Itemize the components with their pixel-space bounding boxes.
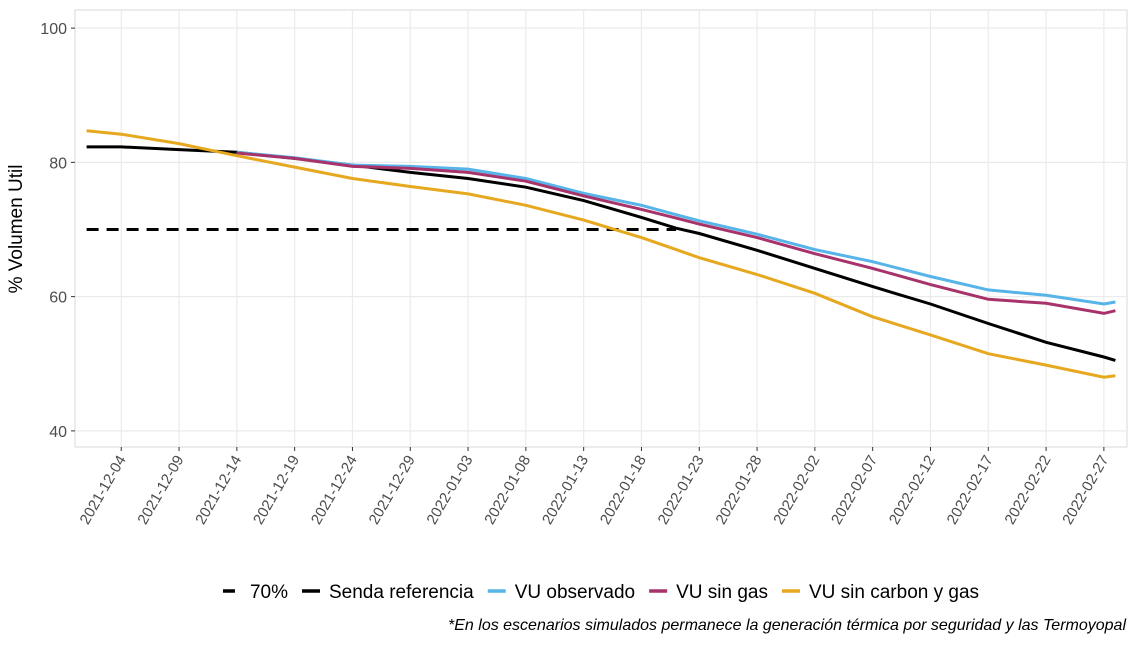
y-tick-label: 60	[49, 290, 67, 307]
legend: 70% Senda referencia VU observado VU sin ga…	[222, 582, 979, 603]
x-tick-label: 2022-02-07	[828, 453, 881, 528]
x-tick-label: 2021-12-04	[77, 453, 130, 528]
legend-label: VU sin carbon y gas	[809, 582, 979, 603]
x-tick-label: 2021-12-19	[250, 453, 303, 528]
x-tick-label: 2022-02-02	[770, 453, 823, 528]
y-axis-label: % Volumen Util	[6, 165, 27, 294]
series-line	[236, 151, 1116, 315]
y-tick-label: 100	[40, 21, 67, 38]
footnote: *En los escenarios simulados permanece l…	[448, 617, 1126, 634]
x-tick-label: 2022-01-23	[655, 453, 708, 528]
x-tick-label: 2022-01-08	[481, 453, 534, 528]
series-line	[86, 129, 1116, 379]
legend-label: VU observado	[515, 582, 635, 603]
x-tick-label: 2022-02-17	[944, 453, 997, 528]
x-tick-label: 2022-02-12	[886, 453, 939, 528]
x-tick-label: 2022-02-22	[1001, 453, 1054, 528]
legend-label: Senda referencia	[329, 582, 474, 603]
series-line	[236, 150, 1116, 306]
x-tick-label: 2021-12-29	[366, 453, 419, 528]
y-tick-label: 40	[49, 424, 67, 441]
legend-label: 70%	[250, 582, 288, 603]
x-tick-label: 2022-01-03	[423, 453, 476, 528]
x-tick-label: 2021-12-09	[134, 453, 187, 528]
x-tick-label: 2022-01-13	[539, 453, 592, 528]
x-tick-label: 2022-02-27	[1059, 453, 1112, 528]
x-tick-label: 2021-12-24	[308, 453, 361, 528]
x-tick-label: 2021-12-14	[192, 453, 245, 528]
legend-label: VU sin gas	[676, 582, 768, 603]
y-tick-label: 80	[49, 155, 67, 172]
x-tick-label: 2022-01-28	[712, 453, 765, 528]
x-tick-label: 2022-01-18	[597, 453, 650, 528]
